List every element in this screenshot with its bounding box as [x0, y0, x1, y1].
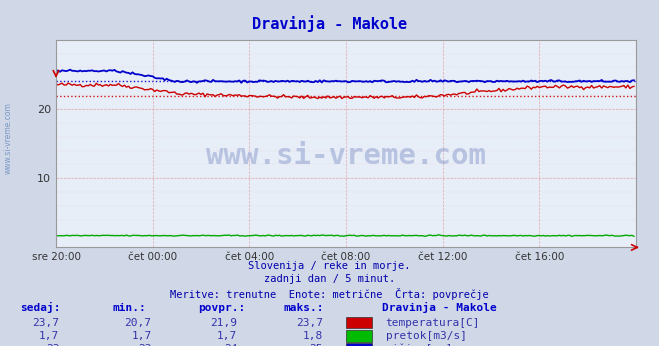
Text: zadnji dan / 5 minut.: zadnji dan / 5 minut. [264, 274, 395, 284]
Text: Slovenija / reke in morje.: Slovenija / reke in morje. [248, 261, 411, 271]
Text: pretok[m3/s]: pretok[m3/s] [386, 331, 467, 341]
Text: višina[cm]: višina[cm] [386, 344, 453, 346]
Text: 25: 25 [310, 344, 323, 346]
Text: temperatura[C]: temperatura[C] [386, 318, 480, 328]
Text: 23: 23 [46, 344, 59, 346]
Text: 23: 23 [138, 344, 152, 346]
Text: maks.:: maks.: [283, 303, 324, 313]
Bar [346, 330, 372, 342]
Text: sedaj:: sedaj: [20, 302, 60, 313]
Text: 21,9: 21,9 [210, 318, 237, 328]
Bar [346, 343, 372, 346]
Text: Meritve: trenutne  Enote: metrične  Črta: povprečje: Meritve: trenutne Enote: metrične Črta: … [170, 288, 489, 300]
Text: 1,8: 1,8 [302, 331, 323, 341]
Text: povpr.:: povpr.: [198, 303, 245, 313]
Text: 23,7: 23,7 [296, 318, 323, 328]
Text: 20,7: 20,7 [125, 318, 152, 328]
Text: Dravinja - Makole: Dravinja - Makole [382, 302, 497, 313]
Text: Dravinja - Makole: Dravinja - Makole [252, 16, 407, 33]
Text: www.si-vreme.com: www.si-vreme.com [206, 142, 486, 170]
Text: 24: 24 [224, 344, 237, 346]
Text: min.:: min.: [112, 303, 146, 313]
Text: www.si-vreme.com: www.si-vreme.com [4, 102, 13, 174]
Bar [346, 317, 372, 328]
Text: 23,7: 23,7 [32, 318, 59, 328]
Text: 1,7: 1,7 [39, 331, 59, 341]
Text: 1,7: 1,7 [217, 331, 237, 341]
Text: 1,7: 1,7 [131, 331, 152, 341]
